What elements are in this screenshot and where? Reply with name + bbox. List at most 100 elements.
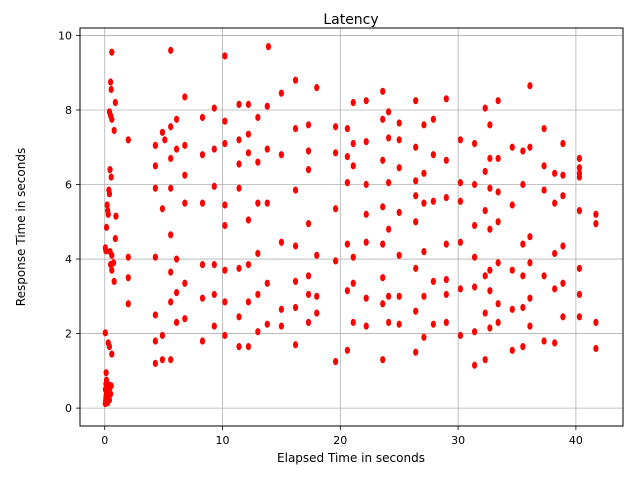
data-point <box>495 188 501 196</box>
data-point <box>236 313 242 321</box>
plot-frame <box>79 27 624 427</box>
data-point <box>199 294 206 302</box>
data-point <box>305 220 312 228</box>
data-point <box>264 145 270 153</box>
data-point <box>386 292 392 300</box>
data-point <box>421 121 427 129</box>
data-point <box>168 231 174 239</box>
x-axis-label: Elapsed Time in seconds <box>277 451 425 465</box>
data-point <box>380 274 386 282</box>
data-point <box>104 201 110 209</box>
data-point <box>443 95 449 103</box>
data-point <box>211 290 217 299</box>
data-point <box>236 184 242 192</box>
data-point <box>396 251 402 259</box>
data-point <box>363 294 369 302</box>
data-point <box>430 320 436 328</box>
data-point <box>108 78 114 86</box>
data-point <box>443 318 449 327</box>
data-point <box>380 356 386 364</box>
data-point <box>430 151 436 159</box>
data-point <box>344 346 350 354</box>
data-point <box>222 52 228 60</box>
data-point <box>125 274 131 282</box>
data-point <box>245 216 252 224</box>
data-point <box>182 141 188 149</box>
data-point <box>106 190 113 198</box>
data-point <box>108 382 114 390</box>
data-point <box>386 108 392 116</box>
data-point <box>495 300 501 308</box>
y-tick-label: 8 <box>65 104 72 117</box>
data-point <box>106 396 113 404</box>
data-point <box>380 203 386 211</box>
data-point <box>520 180 526 189</box>
data-point <box>305 272 312 280</box>
data-point <box>168 123 174 131</box>
data-point <box>255 328 261 336</box>
data-point <box>443 240 449 248</box>
data-point <box>527 143 533 151</box>
data-point <box>245 298 252 306</box>
data-point <box>182 279 188 287</box>
data-point <box>173 318 180 327</box>
data-point <box>292 125 299 133</box>
data-point <box>471 139 478 148</box>
data-point <box>443 156 449 164</box>
data-point <box>495 318 501 327</box>
data-point <box>255 290 261 299</box>
data-point <box>520 240 526 248</box>
data-point <box>593 344 599 353</box>
data-point <box>593 318 599 327</box>
data-point <box>292 277 299 286</box>
data-point <box>457 197 464 205</box>
data-point <box>305 166 312 174</box>
data-point <box>350 162 356 170</box>
data-point <box>560 192 566 200</box>
data-point <box>560 279 566 287</box>
data-point <box>421 247 427 256</box>
data-point <box>560 139 566 148</box>
data-point <box>344 179 350 187</box>
data-point <box>421 333 427 341</box>
data-point <box>413 264 419 272</box>
data-point <box>386 134 392 142</box>
data-point <box>109 115 115 123</box>
data-point <box>112 234 118 243</box>
data-point <box>292 303 299 312</box>
data-point <box>305 147 312 155</box>
data-point <box>211 322 217 330</box>
data-point <box>125 253 131 261</box>
data-point <box>152 184 158 192</box>
data-point <box>211 182 217 190</box>
data-point <box>386 225 392 233</box>
data-point <box>560 313 566 321</box>
data-point <box>332 205 339 213</box>
data-point <box>109 350 115 358</box>
data-point <box>211 261 217 269</box>
data-point <box>264 320 270 328</box>
data-point <box>236 136 242 144</box>
data-point <box>457 238 464 246</box>
data-point <box>560 242 566 250</box>
data-point <box>413 218 419 226</box>
data-point <box>222 201 228 209</box>
data-point <box>430 277 436 286</box>
data-point <box>125 136 131 144</box>
data-point <box>413 348 419 356</box>
data-point <box>471 361 478 369</box>
data-point <box>509 346 515 354</box>
data-point <box>199 199 206 207</box>
data-point <box>487 154 493 163</box>
data-point <box>430 115 436 123</box>
data-point <box>314 84 320 92</box>
data-point <box>255 158 261 166</box>
data-point <box>245 130 252 138</box>
data-point <box>363 180 369 189</box>
data-point <box>457 331 464 340</box>
data-point <box>168 268 174 276</box>
data-point <box>199 113 206 122</box>
data-point <box>396 119 402 127</box>
data-point <box>108 390 114 398</box>
